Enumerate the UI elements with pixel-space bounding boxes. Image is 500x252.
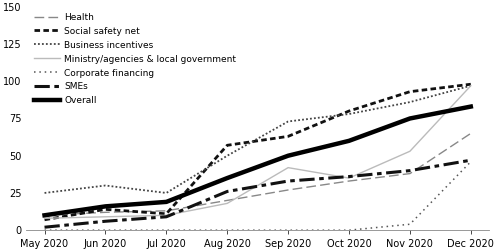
Legend: Health, Social safety net, Business incentives, Ministry/agencies & local govern: Health, Social safety net, Business ince…	[31, 9, 240, 109]
